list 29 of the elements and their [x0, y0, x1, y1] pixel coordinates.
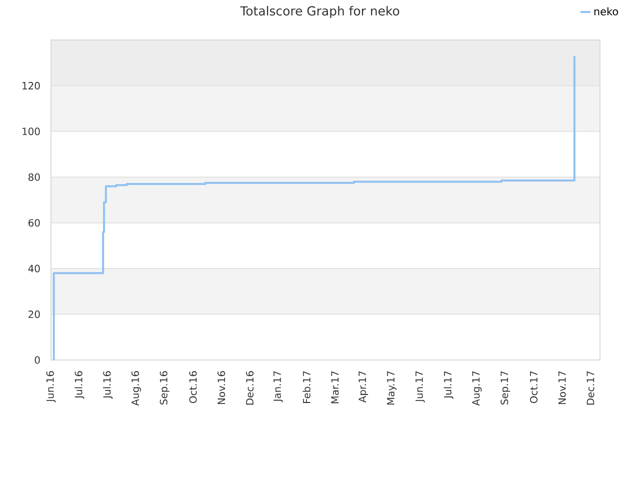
x-tick-label: Oct.17 [530, 371, 538, 404]
y-tick-label: 120 [22, 82, 40, 90]
x-tick-label: Jun.16 [46, 371, 56, 402]
x-tick-label: Sep.16 [160, 371, 170, 404]
x-tick-label: May.17 [387, 371, 396, 405]
legend-label: neko [594, 7, 618, 16]
y-tick-label: 40 [28, 264, 40, 272]
x-tick-label: Apr.17 [358, 371, 368, 403]
x-tick-label: Dec.16 [246, 371, 254, 405]
x-tick-label: Aug.16 [131, 371, 141, 406]
x-tick-label: Jun.17 [416, 371, 425, 402]
x-tick-label: Nov.17 [558, 371, 566, 404]
x-tick-label: Jul.16 [103, 371, 113, 399]
y-tick-label: 0 [34, 356, 40, 364]
x-tick-label: Jul.17 [444, 371, 454, 399]
y-tick-label: 100 [22, 128, 40, 136]
x-tick-label: Mar.17 [331, 371, 339, 404]
y-tick-label: 20 [28, 310, 40, 318]
x-tick-label: Oct.16 [189, 371, 197, 404]
y-tick-label: 60 [28, 219, 40, 227]
x-tick-label: Aug.17 [472, 371, 482, 406]
x-tick-label: Dec.17 [586, 371, 594, 405]
x-tick-label: Nov.16 [218, 371, 226, 404]
x-tick-label: Jan.17 [274, 371, 283, 402]
x-tick-label: Feb.17 [302, 371, 310, 404]
chart-title: Totalscore Graph for neko [240, 6, 400, 18]
x-tick-label: Jul.16 [74, 371, 84, 399]
x-tick-label: Sep.17 [500, 371, 510, 404]
y-tick-label: 80 [28, 173, 40, 181]
